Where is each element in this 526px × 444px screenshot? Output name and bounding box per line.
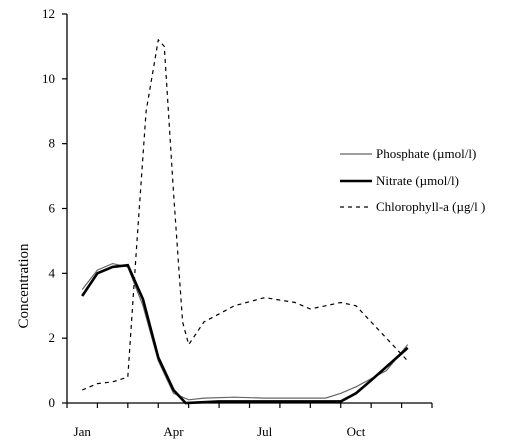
y-axis-title: Concentration [16,243,32,328]
y-tick-label: 8 [49,136,56,151]
y-tick-label: 0 [49,395,56,410]
series-line-thick [81,263,409,405]
y-tick-label: 10 [42,71,55,86]
y-tick-label: 4 [49,265,56,280]
plot-area: 0 2 4 6 8 10 12 Jan Apr Jul Oct Phosphate (µmol/l) N… [42,6,485,439]
legend-label: Phosphate (µmol/l) [376,146,476,161]
series-line-thin [81,262,409,401]
y-tick-label: 2 [49,330,56,345]
series-line-dashed [81,38,409,391]
x-tick-label: Oct [347,424,366,439]
x-tick-label: Apr [163,424,184,439]
legend-label: Chlorophyll-a (µg/l ) [376,199,485,214]
y-tick-label: 6 [49,201,56,216]
y-tick-label: 12 [42,6,55,21]
x-tick-label: Jan [74,424,92,439]
legend-label: Nitrate (µmol/l) [376,173,459,188]
x-tick-label: Jul [257,424,273,439]
